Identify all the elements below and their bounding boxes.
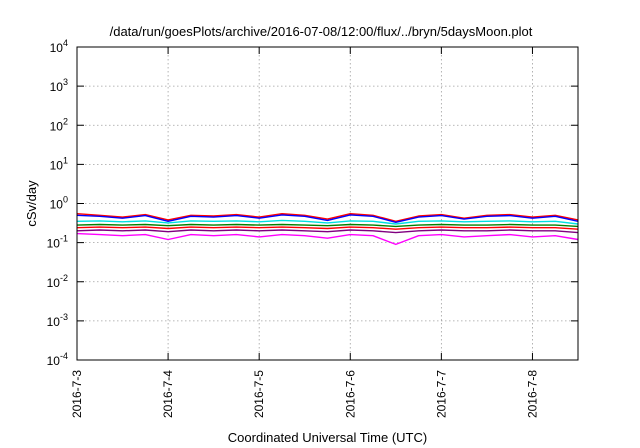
series-line [76,229,579,234]
plot-frame [76,46,579,361]
y-tick-label: 10-4 [47,351,68,368]
series-line [76,214,579,224]
y-tick-label: 101 [50,155,68,172]
x-tick-label: 2016-7-8 [525,370,539,418]
series-line [76,223,579,228]
y-tick-label: 10-2 [47,273,68,290]
axis-ticks: 10-4 10-3 10-2 10-1 100 101 102 103 104 2016-7-3 2… [47,38,578,418]
series-line [76,212,579,223]
y-tick-label: 102 [50,116,68,133]
chart-title: /data/run/goesPlots/archive/2016-07-08/1… [110,24,533,39]
series-line [76,226,579,230]
x-axis-label: Coordinated Universal Time (UTC) [228,430,427,445]
y-tick-label: 103 [50,77,68,94]
y-tick-label: 100 [50,195,68,212]
x-tick-label: 2016-7-4 [161,370,175,418]
grid [77,47,578,360]
y-tick-label: 104 [50,38,68,55]
y-tick-label: 10-1 [47,234,68,251]
x-tick-label: 2016-7-6 [343,370,357,418]
series-group [76,212,579,246]
y-axis-label: cSv/day [24,180,39,227]
series-line [76,232,579,246]
series-line [76,219,579,225]
y-tick-label: 10-3 [47,312,68,329]
x-tick-label: 2016-7-3 [70,370,84,418]
x-tick-label: 2016-7-5 [252,370,266,418]
x-tick-label: 2016-7-7 [434,370,448,418]
